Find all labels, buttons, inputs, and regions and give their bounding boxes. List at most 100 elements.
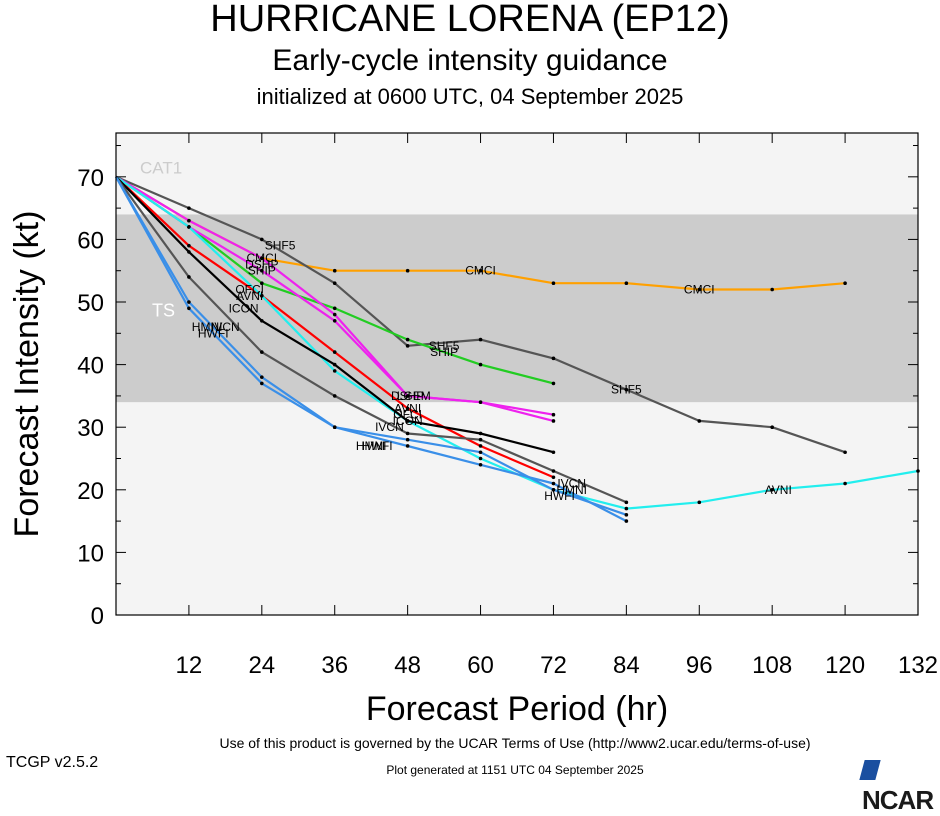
data-point-cmci xyxy=(405,268,410,273)
x-tick-label: 72 xyxy=(540,652,567,679)
data-point-hmni xyxy=(405,437,410,442)
data-point-hmni xyxy=(260,375,264,379)
series-label-hmni: HMNI xyxy=(356,439,387,453)
data-point-hmni xyxy=(624,513,629,517)
data-point-shf5 xyxy=(843,450,847,455)
series-label-dshp: DSHP xyxy=(391,389,424,403)
x-tick-label: 108 xyxy=(752,652,792,679)
data-point-icon xyxy=(332,362,337,367)
series-label-hwfi: HWFI xyxy=(544,489,575,503)
x-tick-label: 60 xyxy=(467,652,494,679)
series-label-ofci: OFCI xyxy=(393,408,422,422)
data-point-shf5 xyxy=(697,419,702,423)
y-tick-label: 0 xyxy=(91,603,104,630)
chart-subtitle: Early-cycle intensity guidance xyxy=(272,44,668,77)
data-point-hwfi xyxy=(478,462,483,467)
y-tick-label: 30 xyxy=(77,415,104,442)
series-label-lgem: LGEM xyxy=(397,389,431,403)
series-label-cmci: CMCI xyxy=(465,264,496,278)
data-point-ivcn xyxy=(187,275,191,279)
series-line-hwfi xyxy=(115,176,627,523)
data-point-dshp xyxy=(551,412,556,417)
series-label-ship: SHIP xyxy=(248,264,276,278)
data-point-avni xyxy=(332,369,337,373)
data-point-shf5 xyxy=(551,356,556,361)
data-point-ofci xyxy=(405,406,410,411)
data-point-icon xyxy=(405,419,410,423)
data-point-lgem xyxy=(260,268,264,273)
data-point-shf5 xyxy=(770,425,774,430)
x-tick-label: 132 xyxy=(898,652,938,679)
terms-of-use[interactable]: Use of this product is governed by the U… xyxy=(219,735,811,751)
data-point-ofci xyxy=(478,444,483,448)
series-label-cmci: CMCI xyxy=(684,282,715,296)
data-point-hmni xyxy=(332,425,337,430)
plot-frame xyxy=(115,132,919,616)
band-label-ts: TS xyxy=(152,300,175,320)
series-label-ofci: OFCI xyxy=(235,282,264,296)
data-point-avni xyxy=(260,293,264,298)
data-point-ship xyxy=(551,381,556,386)
x-tick-label: 24 xyxy=(248,652,275,679)
data-point-avni xyxy=(843,481,847,486)
data-point-shf5 xyxy=(405,344,410,348)
data-point-cmci xyxy=(332,268,337,273)
data-point-cmci xyxy=(770,287,774,292)
data-point-shf5 xyxy=(260,237,264,242)
y-tick-label: 60 xyxy=(77,227,104,254)
data-point-hwfi xyxy=(187,306,191,311)
series-line-ivcn xyxy=(115,176,627,504)
series-label-avni: AVNI xyxy=(394,401,421,415)
series-label-shf5: SHF5 xyxy=(611,383,642,397)
data-point-shf5 xyxy=(478,337,483,342)
series-label-ship: SHIP xyxy=(430,345,458,359)
ncar-logo-icon xyxy=(859,760,881,780)
data-point-avni xyxy=(624,506,629,511)
x-tick-label: 36 xyxy=(321,652,348,679)
y-tick-label: 10 xyxy=(77,540,104,567)
data-point-icon xyxy=(551,450,556,455)
x-tick-label: 96 xyxy=(686,652,713,679)
series-label-icon: ICON xyxy=(393,414,423,428)
data-point-hwfi xyxy=(405,444,410,448)
data-point-cmci xyxy=(843,281,847,286)
data-point-hmni xyxy=(551,488,556,492)
data-point-icon xyxy=(187,250,191,254)
series-label-ivcn: IVCN xyxy=(557,477,586,491)
data-point-hmni xyxy=(478,450,483,455)
data-point-shf5 xyxy=(332,281,337,286)
data-point-cmci xyxy=(551,281,556,286)
x-axis-label: Forecast Period (hr) xyxy=(366,690,668,728)
data-point-lgem xyxy=(405,394,410,398)
series-label-avni: AVNI xyxy=(236,289,263,303)
data-point-ivcn xyxy=(624,500,629,505)
data-point-icon xyxy=(260,318,264,323)
data-point-hwfi xyxy=(260,381,264,386)
series-label-hmni: HMNI xyxy=(192,320,223,334)
series-label-dshp: DSHP xyxy=(245,257,278,271)
y-tick-label: 70 xyxy=(77,165,104,192)
data-point-avni xyxy=(770,488,774,492)
data-point-hmni xyxy=(187,300,191,304)
data-point-cmci xyxy=(624,281,629,286)
chart-title: HURRICANE LORENA (EP12) xyxy=(210,0,730,40)
data-point-ofci xyxy=(187,243,191,248)
series-label-hmni: HMNI xyxy=(556,483,587,497)
data-point-ivcn xyxy=(260,350,264,354)
data-point-icon xyxy=(478,431,483,436)
data-point-ivcn xyxy=(405,431,410,436)
data-point-avni xyxy=(478,456,483,461)
data-point-lgem xyxy=(332,318,337,323)
series-label-shf5: SHF5 xyxy=(429,339,460,353)
data-point-lgem xyxy=(478,400,483,404)
data-point-ship xyxy=(260,281,264,286)
y-tick-label: 20 xyxy=(77,478,104,505)
data-point-avni xyxy=(187,225,191,229)
data-point-ship xyxy=(332,306,337,311)
data-point-dshp xyxy=(187,218,191,223)
series-label-ivcn: IVCN xyxy=(211,320,240,334)
x-tick-label: 48 xyxy=(394,652,421,679)
data-point-cmci xyxy=(697,287,702,292)
ncar-logo: NCAR xyxy=(859,754,940,816)
